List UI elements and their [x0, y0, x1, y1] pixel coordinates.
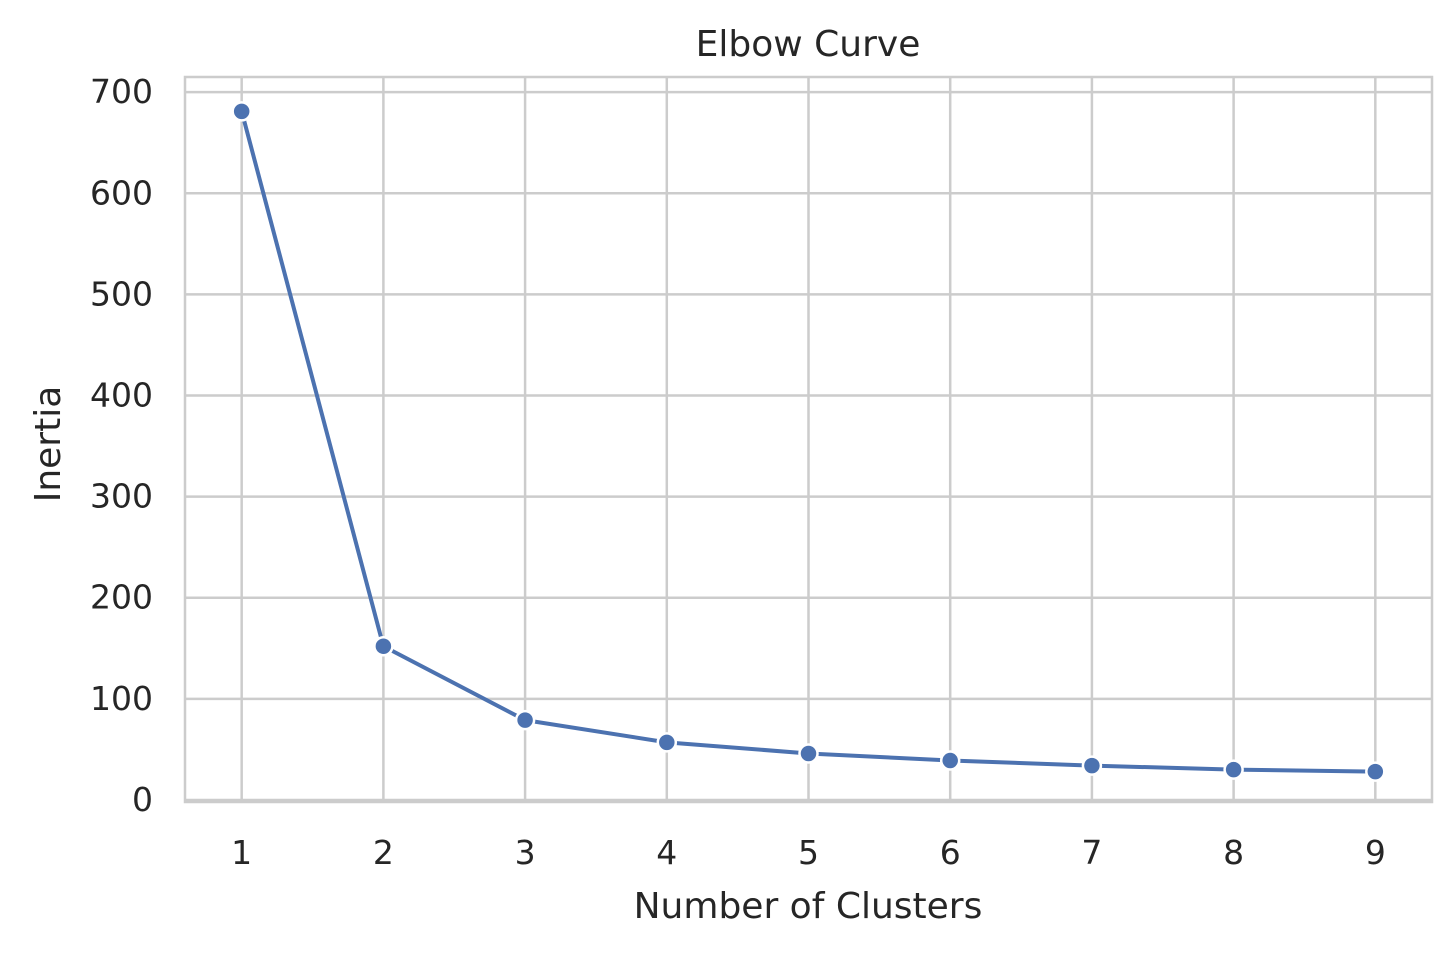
x-tick-label: 8 [1223, 833, 1244, 872]
y-tick-label: 600 [90, 173, 153, 212]
x-tick-label: 4 [656, 833, 677, 872]
data-point [939, 750, 961, 771]
x-tick-labels: 1 2 3 4 5 6 7 8 9 [231, 833, 1386, 872]
y-tick-label: 700 [90, 72, 153, 111]
x-tick-label: 2 [373, 833, 394, 872]
data-point [1223, 759, 1244, 780]
y-tick-label: 400 [90, 376, 153, 415]
y-tick-labels: 0 100 200 300 400 500 600 700 [90, 72, 153, 819]
y-tick-label: 300 [90, 477, 153, 516]
plot-frame [183, 75, 1434, 804]
x-tick-label: 1 [231, 833, 252, 872]
y-tick-label: 100 [90, 679, 153, 718]
grid [185, 77, 1432, 802]
series-layer [231, 101, 1386, 782]
data-point [1365, 761, 1386, 782]
x-tick-label: 3 [515, 833, 536, 872]
data-point [798, 743, 819, 764]
y-tick-label: 200 [90, 578, 153, 617]
data-point [373, 636, 394, 657]
chart-title: Elbow Curve [696, 24, 921, 65]
x-axis-label: Number of Clusters [634, 886, 983, 927]
y-tick-label: 0 [132, 780, 153, 819]
y-tick-label: 500 [90, 274, 153, 313]
data-point [231, 101, 252, 122]
x-tick-label: 7 [1081, 833, 1102, 872]
x-tick-label: 6 [940, 833, 961, 872]
data-point [656, 732, 678, 753]
data-point [1081, 755, 1103, 776]
y-axis-label: Inertia [28, 386, 69, 503]
x-tick-label: 9 [1365, 833, 1386, 872]
x-tick-label: 5 [798, 833, 819, 872]
data-point [514, 709, 536, 731]
